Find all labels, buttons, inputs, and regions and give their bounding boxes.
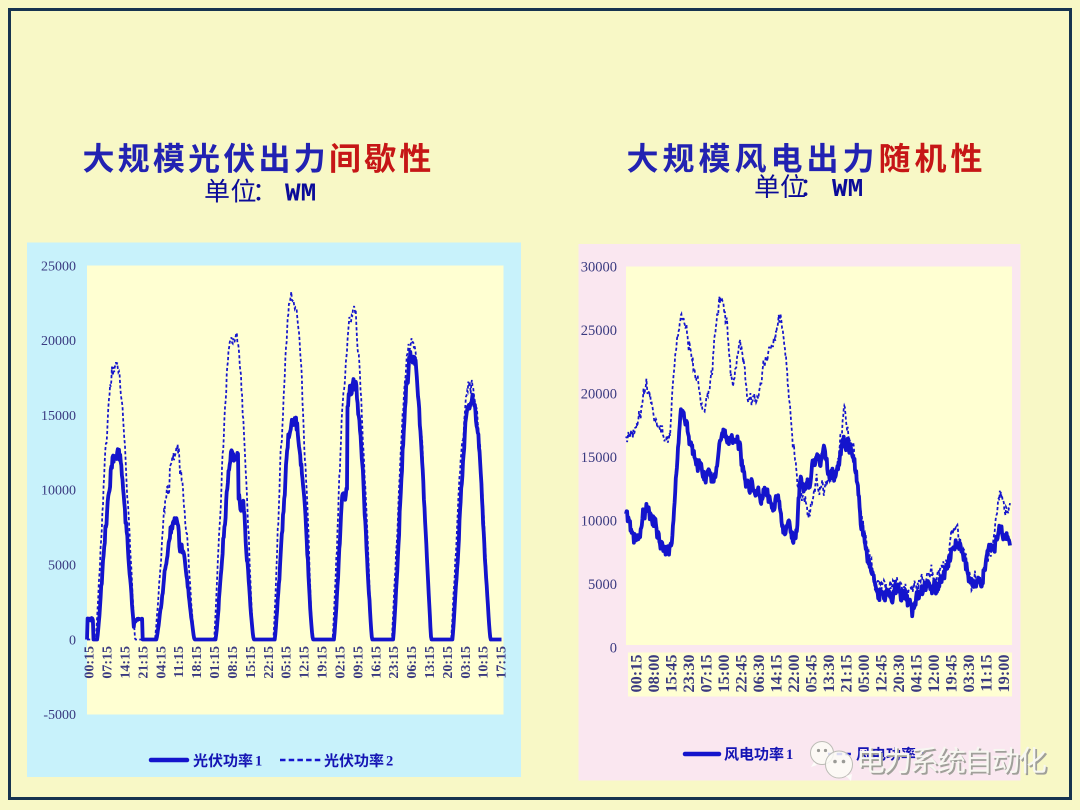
svg-text:15000: 15000 [41, 409, 76, 424]
svg-text:11:15: 11:15 [172, 646, 187, 678]
svg-text:22:00: 22:00 [784, 655, 803, 693]
svg-text:09:15: 09:15 [351, 646, 366, 679]
svg-text:04:15: 04:15 [906, 655, 925, 693]
svg-text:14:15: 14:15 [119, 646, 134, 679]
svg-text:08:00: 08:00 [644, 655, 663, 693]
svg-text:10000: 10000 [41, 484, 76, 499]
svg-text:06:30: 06:30 [749, 655, 768, 693]
svg-text:1: 1 [255, 754, 262, 770]
svg-text:15000: 15000 [581, 450, 617, 466]
svg-text:5000: 5000 [48, 559, 76, 574]
svg-text:03:30: 03:30 [959, 655, 978, 693]
svg-text:11:15: 11:15 [976, 655, 995, 692]
svg-text:18:15: 18:15 [190, 646, 205, 679]
svg-text:02:15: 02:15 [333, 646, 348, 679]
svg-text:10:15: 10:15 [477, 646, 492, 679]
svg-text:5000: 5000 [588, 577, 617, 593]
svg-text:23:15: 23:15 [387, 646, 402, 679]
svg-text:22:45: 22:45 [731, 655, 750, 693]
svg-text:19:15: 19:15 [316, 646, 331, 679]
svg-text:19:00: 19:00 [994, 655, 1013, 693]
svg-text:04:15: 04:15 [154, 646, 169, 679]
svg-text:07:15: 07:15 [101, 646, 116, 679]
svg-text:01:15: 01:15 [208, 646, 223, 679]
svg-text:0: 0 [69, 633, 76, 648]
svg-text:20000: 20000 [581, 386, 617, 402]
svg-text:25000: 25000 [41, 259, 76, 274]
svg-text:2: 2 [386, 754, 393, 770]
svg-text:15:15: 15:15 [244, 646, 259, 679]
svg-text:13:30: 13:30 [819, 655, 838, 693]
svg-text:05:45: 05:45 [801, 655, 820, 693]
svg-text:03:15: 03:15 [459, 646, 474, 679]
svg-text:20:15: 20:15 [441, 646, 456, 679]
svg-text:WM: WM [285, 179, 316, 209]
svg-text:14:15: 14:15 [766, 655, 785, 693]
svg-text:15:45: 15:45 [661, 655, 680, 693]
svg-text:13:15: 13:15 [423, 646, 438, 679]
svg-text:-5000: -5000 [43, 708, 76, 723]
svg-text:20000: 20000 [41, 334, 76, 349]
svg-text:12:45: 12:45 [871, 655, 890, 693]
svg-text:19:45: 19:45 [941, 655, 960, 693]
svg-text:30000: 30000 [581, 259, 617, 275]
svg-text:12:15: 12:15 [298, 646, 313, 679]
svg-text:00:15: 00:15 [626, 655, 645, 693]
svg-text:16:15: 16:15 [369, 646, 384, 679]
svg-text:17:15: 17:15 [495, 646, 510, 679]
svg-text:00:15: 00:15 [83, 646, 98, 679]
svg-text:08:15: 08:15 [226, 646, 241, 679]
svg-text:12:00: 12:00 [924, 655, 943, 693]
svg-text:25000: 25000 [581, 323, 617, 339]
svg-text:20:30: 20:30 [889, 655, 908, 693]
svg-text:1: 1 [786, 747, 793, 763]
svg-text:15:00: 15:00 [714, 655, 733, 693]
svg-text:07:15: 07:15 [696, 655, 715, 693]
svg-text:06:15: 06:15 [405, 646, 420, 679]
svg-text:10000: 10000 [581, 513, 617, 529]
svg-text:0: 0 [610, 640, 617, 656]
svg-text:05:00: 05:00 [854, 655, 873, 693]
svg-text:21:15: 21:15 [136, 646, 151, 679]
svg-text:05:15: 05:15 [280, 646, 295, 679]
svg-text:22:15: 22:15 [262, 646, 277, 679]
svg-text:WM: WM [832, 174, 863, 204]
svg-text:21:15: 21:15 [836, 655, 855, 693]
svg-text:23:30: 23:30 [679, 655, 698, 693]
